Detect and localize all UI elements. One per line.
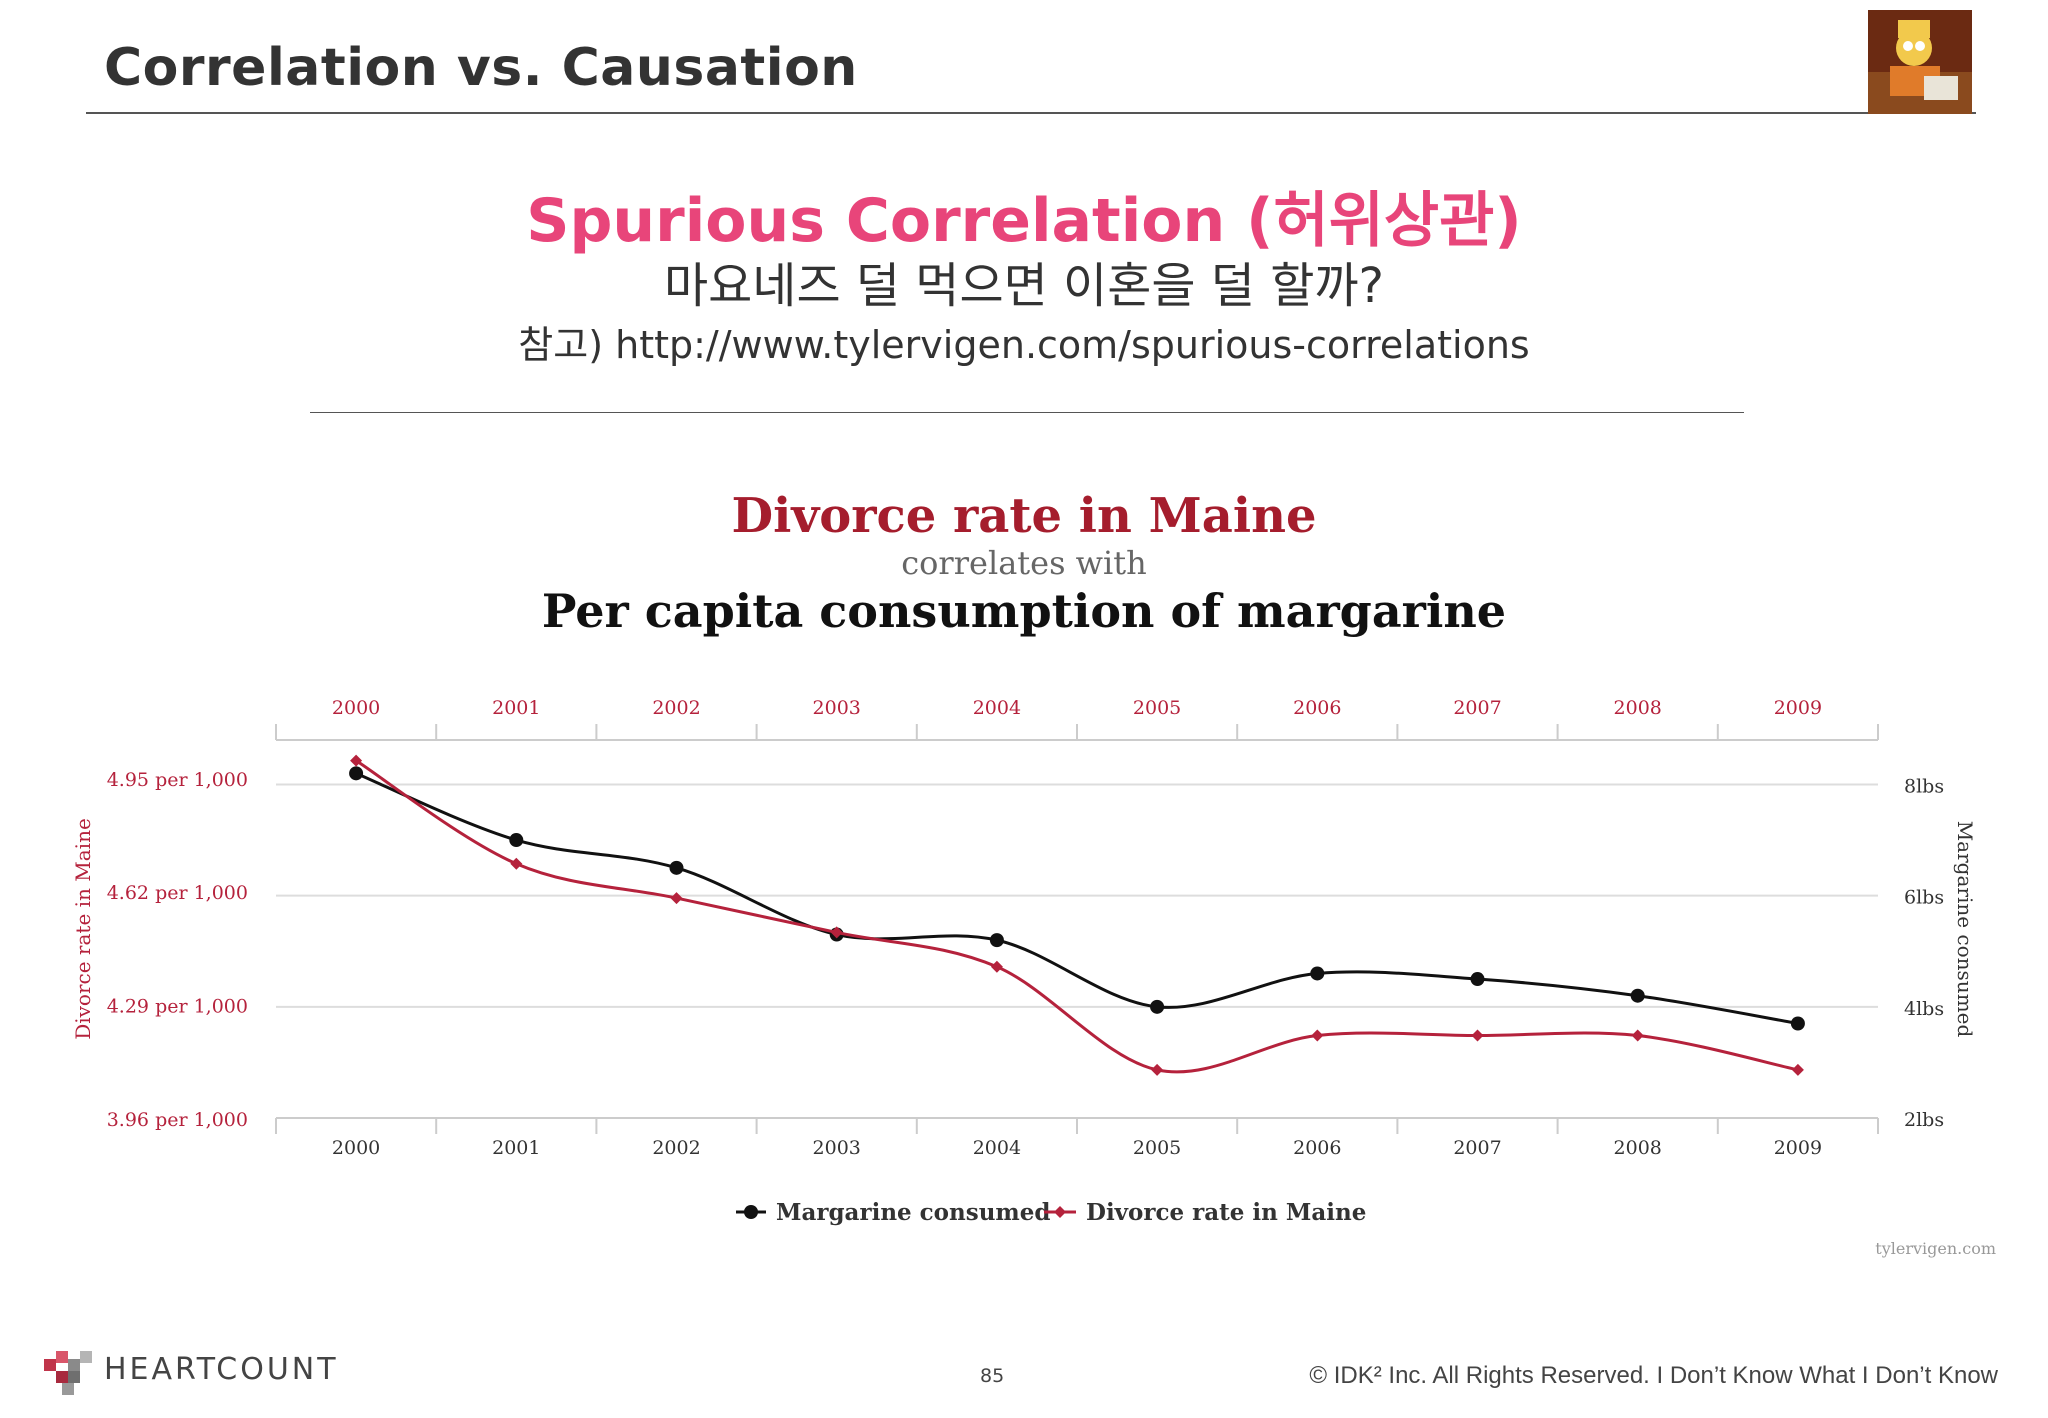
margarine-point: [349, 766, 364, 781]
margarine-point: [669, 860, 684, 875]
left-tick-label: 3.96 per 1,000: [107, 1109, 248, 1131]
bottom-year-label: 2001: [492, 1137, 540, 1159]
margarine-point: [1470, 972, 1485, 987]
bottom-year-label: 2007: [1453, 1137, 1501, 1159]
cartoon-thumbnail-icon: [1868, 10, 1972, 114]
title-rule: [86, 112, 1976, 114]
chart-title-2: Per capita consumption of margarine: [541, 584, 1507, 638]
bottom-year-label: 2008: [1614, 1137, 1662, 1159]
top-year-label: 2003: [813, 697, 861, 719]
chart-subtitle: correlates with: [901, 544, 1147, 582]
right-tick-label: 2lbs: [1904, 1109, 1944, 1131]
top-year-label: 2009: [1774, 697, 1822, 719]
left-tick-label: 4.95 per 1,000: [107, 769, 248, 791]
heart-logo-icon: [44, 1351, 92, 1395]
divorce-point: [1631, 1029, 1644, 1042]
top-year-label: 2008: [1614, 697, 1662, 719]
chart-title: Divorce rate in Maine: [731, 488, 1317, 544]
bottom-year-label: 2005: [1133, 1137, 1181, 1159]
divorce-point: [830, 926, 843, 939]
series-line-divorce: [355, 759, 1799, 1074]
question-subline: 마요네즈 덜 먹으면 이혼을 덜 할까?: [663, 258, 1384, 314]
divorce-point: [1311, 1029, 1324, 1042]
divorce-point: [1791, 1063, 1804, 1076]
spurious-correlation-headline: Spurious Correlation (허위상관): [526, 186, 1522, 256]
slide-title: Correlation vs. Causation: [104, 38, 858, 98]
bottom-year-label: 2000: [332, 1137, 380, 1159]
divorce-point: [510, 857, 523, 870]
top-year-label: 2002: [652, 697, 700, 719]
legend-divorce-label: Divorce rate in Maine: [1086, 1199, 1366, 1226]
bottom-year-label: 2002: [652, 1137, 700, 1159]
divorce-point: [990, 960, 1003, 973]
top-year-label: 2000: [332, 697, 380, 719]
page-number: 85: [980, 1365, 1005, 1387]
top-year-label: 2001: [492, 697, 540, 719]
margarine-point: [989, 933, 1004, 948]
top-year-label: 2005: [1133, 697, 1181, 719]
left-tick-label: 4.29 per 1,000: [107, 996, 248, 1018]
margarine-point: [1310, 966, 1325, 981]
right-tick-label: 4lbs: [1904, 998, 1944, 1020]
margarine-point: [1790, 1016, 1805, 1031]
heartcount-wordmark: HEARTCOUNT: [104, 1352, 339, 1387]
divorce-point: [1471, 1029, 1484, 1042]
right-axis-title: Margarine consumed: [1953, 821, 1977, 1038]
divorce-point: [1151, 1063, 1164, 1076]
right-tick-label: 6lbs: [1904, 887, 1944, 909]
series-line-margarine: [355, 771, 1799, 1025]
legend-margarine-label: Margarine consumed: [776, 1199, 1050, 1226]
margarine-point: [1150, 999, 1165, 1014]
divorce-point: [350, 754, 363, 767]
bottom-year-label: 2009: [1774, 1137, 1822, 1159]
top-year-label: 2007: [1453, 697, 1501, 719]
top-year-label: 2004: [973, 697, 1021, 719]
bottom-year-label: 2006: [1293, 1137, 1341, 1159]
legend-divorce-marker: [1054, 1206, 1066, 1218]
corner-image: [1868, 10, 1972, 114]
divorce-point: [670, 892, 683, 905]
left-axis-title: Divorce rate in Maine: [71, 818, 95, 1040]
margarine-point: [509, 833, 524, 848]
copyright-text: © IDK² Inc. All Rights Reserved. I Don’t…: [1309, 1362, 1998, 1389]
bottom-year-label: 2003: [813, 1137, 861, 1159]
top-year-label: 2006: [1293, 697, 1341, 719]
left-tick-label: 4.62 per 1,000: [107, 882, 248, 904]
section-rule: [310, 412, 1744, 413]
margarine-point: [1630, 988, 1645, 1003]
legend-margarine-marker: [744, 1205, 758, 1219]
right-tick-label: 8lbs: [1904, 775, 1944, 797]
source-label: tylervigen.com: [1875, 1239, 1996, 1258]
bottom-year-label: 2004: [973, 1137, 1021, 1159]
reference-link[interactable]: 참고) http://www.tylervigen.com/spurious-c…: [518, 323, 1530, 367]
